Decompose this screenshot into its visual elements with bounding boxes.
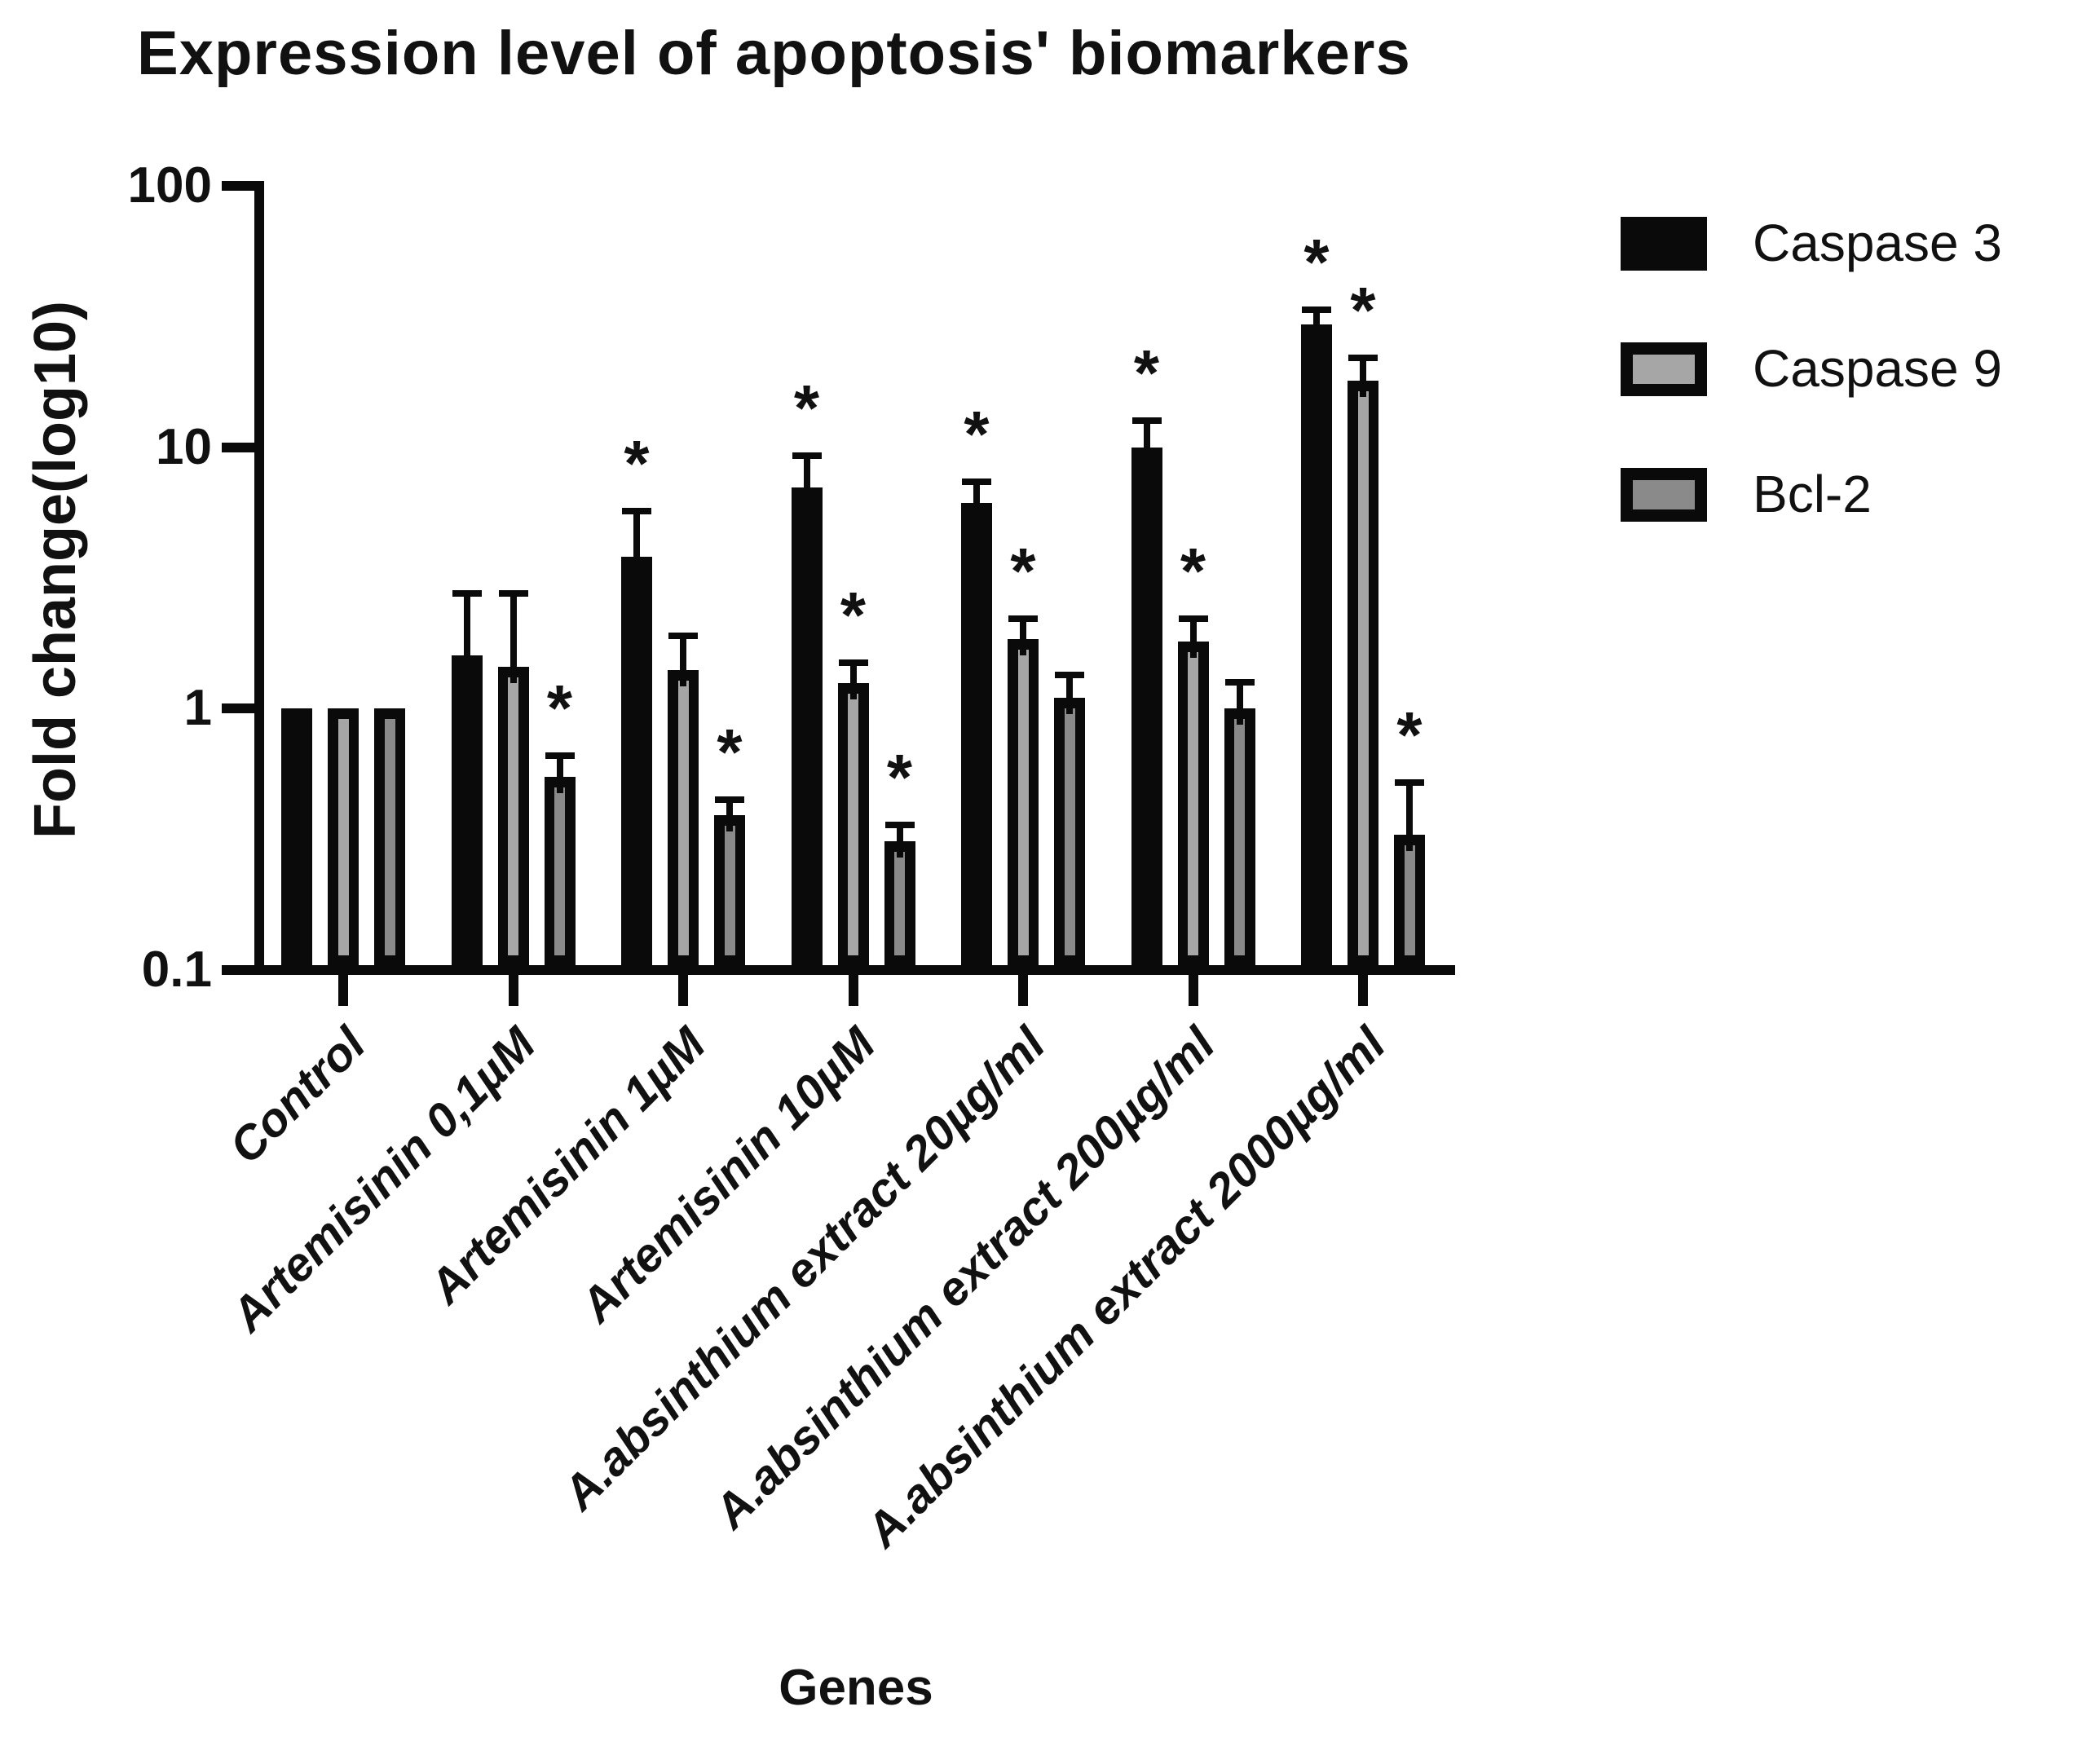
x-tick [1188, 975, 1198, 1006]
x-tick [848, 975, 858, 1006]
error-bar-stem [1066, 674, 1073, 715]
error-bar-cap [1302, 306, 1331, 314]
significance-asterisk: * [546, 672, 573, 745]
error-bar-stem [1236, 682, 1243, 725]
significance-asterisk: * [1133, 337, 1160, 410]
error-bar-stem [509, 593, 517, 683]
error-bar-stem [1189, 619, 1197, 659]
y-tick-label: 10 [156, 418, 212, 475]
y-tick [222, 180, 254, 191]
error-bar-cap [1178, 615, 1208, 623]
bar-inner-stripe [724, 826, 735, 955]
x-tick [338, 975, 348, 1006]
x-tick [678, 975, 688, 1006]
x-category-label: Control [218, 1017, 376, 1174]
error-bar-cap [1395, 779, 1424, 787]
bar [791, 487, 823, 975]
chart-title: Expression level of apoptosis' biomarker… [137, 19, 1411, 88]
y-axis-line [254, 181, 264, 975]
error-bar-cap [1131, 417, 1162, 425]
significance-asterisk: * [624, 426, 650, 500]
error-bar-stem [1406, 783, 1413, 851]
error-bar-stem [680, 635, 686, 687]
legend-label: Bcl-2 [1753, 465, 1872, 523]
significance-asterisk: * [840, 578, 867, 651]
bcl2-swatch-icon [1621, 468, 1707, 522]
error-bar-stem [1360, 357, 1366, 397]
bar-inner-stripe [1234, 719, 1245, 955]
significance-asterisk: * [717, 715, 743, 788]
y-tick-label: 0.1 [141, 942, 212, 998]
x-category-label: Artemisinin 0,1µM [221, 1017, 546, 1342]
significance-asterisk: * [1303, 226, 1330, 299]
caspase9-swatch-icon [1621, 342, 1707, 396]
y-tick [222, 442, 254, 452]
bar [961, 503, 992, 975]
error-bar-stem [633, 510, 640, 574]
y-tick [222, 965, 254, 975]
error-bar-stem [726, 799, 733, 832]
error-bar-stem [1313, 310, 1320, 341]
error-bar-stem [896, 824, 903, 858]
bar [1301, 324, 1332, 975]
error-bar-cap [792, 452, 822, 459]
bar-inner-stripe [894, 852, 905, 955]
significance-asterisk: * [793, 371, 820, 444]
bar-inner-stripe [1188, 652, 1198, 955]
error-bar-cap [545, 752, 575, 760]
bar-inner-stripe [848, 694, 858, 955]
bar [281, 708, 312, 975]
significance-asterisk: * [1010, 535, 1036, 608]
bar-inner-stripe [554, 787, 565, 955]
error-bar-cap [1224, 679, 1255, 686]
bar [451, 655, 483, 975]
bar [1131, 447, 1162, 975]
caspase3-swatch-icon [1621, 217, 1707, 271]
significance-asterisk: * [1180, 535, 1206, 608]
significance-asterisk: * [1350, 273, 1376, 346]
error-bar-cap [838, 659, 868, 666]
error-bar-cap [498, 590, 528, 598]
significance-asterisk: * [964, 397, 990, 470]
bar-inner-stripe [677, 681, 689, 955]
bar-inner-stripe [384, 719, 395, 955]
bar-inner-stripe [1017, 649, 1029, 955]
bar [621, 557, 652, 975]
error-bar-cap [1008, 615, 1038, 623]
error-bar-cap [452, 590, 482, 598]
y-tick-label: 100 [127, 157, 212, 214]
error-bar-cap [622, 507, 651, 514]
error-bar-cap [668, 632, 698, 639]
x-tick [1018, 975, 1028, 1006]
significance-asterisk: * [1396, 699, 1423, 772]
error-bar-cap [1055, 671, 1084, 678]
error-bar-stem [973, 481, 980, 520]
bar-inner-stripe [508, 677, 518, 955]
error-bar-cap [715, 796, 744, 803]
x-tick [508, 975, 518, 1006]
error-bar-cap [962, 478, 991, 485]
y-tick-label: 1 [183, 680, 212, 737]
error-bar-stem [1020, 619, 1026, 655]
legend-label: Caspase 9 [1753, 339, 2002, 398]
error-bar-stem [1143, 421, 1150, 464]
error-bar-stem [556, 756, 563, 793]
error-bar-cap [1348, 354, 1378, 361]
x-tick [1358, 975, 1368, 1006]
error-bar-stem [849, 662, 857, 700]
error-bar-stem [463, 593, 470, 672]
significance-asterisk: * [886, 740, 913, 814]
y-tick [222, 703, 254, 714]
bar-inner-stripe [1357, 390, 1369, 955]
bar-inner-stripe [337, 719, 349, 955]
error-bar-cap [884, 821, 915, 828]
bar-inner-stripe [1404, 845, 1415, 955]
error-bar-stem [803, 455, 810, 505]
x-category-label: Artemisinin 10µM [570, 1017, 886, 1333]
x-axis-title: Genes [779, 1660, 933, 1716]
legend-label: Caspase 3 [1753, 214, 2002, 272]
bar-inner-stripe [1064, 708, 1075, 955]
